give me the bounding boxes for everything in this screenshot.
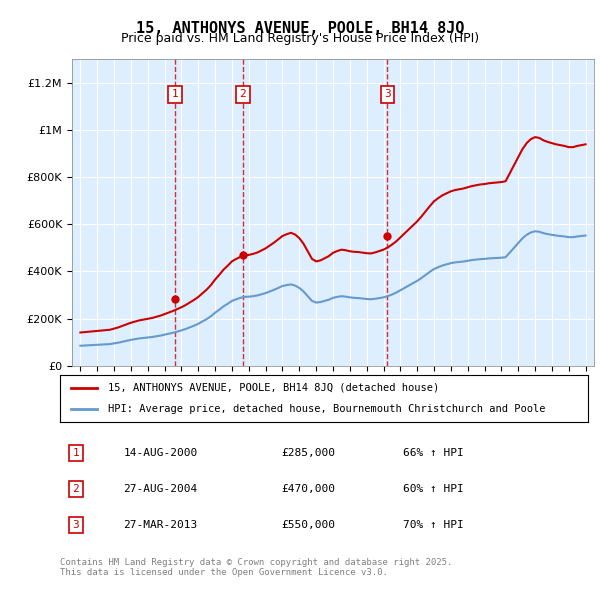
Text: 19: 19: [479, 381, 490, 393]
Text: 20: 20: [395, 391, 406, 402]
Text: 15: 15: [412, 381, 422, 393]
Text: 16: 16: [429, 381, 439, 393]
Text: 17: 17: [446, 381, 456, 393]
Text: 20: 20: [547, 391, 557, 402]
Text: 09: 09: [311, 381, 321, 393]
Text: 20: 20: [479, 391, 490, 402]
Text: 19: 19: [109, 391, 119, 402]
Text: 20: 20: [446, 391, 456, 402]
Text: 19: 19: [92, 391, 102, 402]
Text: 23: 23: [547, 381, 557, 393]
Text: 07: 07: [277, 381, 287, 393]
Text: 00: 00: [160, 381, 170, 393]
Text: 20: 20: [581, 391, 590, 402]
Text: 08: 08: [295, 381, 304, 393]
Text: 96: 96: [92, 381, 102, 393]
Text: 13: 13: [379, 381, 389, 393]
Text: 98: 98: [126, 381, 136, 393]
Text: £285,000: £285,000: [282, 448, 336, 458]
Text: 97: 97: [109, 381, 119, 393]
Text: 15, ANTHONYS AVENUE, POOLE, BH14 8JQ (detached house): 15, ANTHONYS AVENUE, POOLE, BH14 8JQ (de…: [107, 383, 439, 393]
Text: 20: 20: [244, 391, 254, 402]
Text: 3: 3: [384, 90, 391, 99]
Text: 21: 21: [513, 381, 523, 393]
Text: 11: 11: [345, 381, 355, 393]
Text: 70% ↑ HPI: 70% ↑ HPI: [403, 520, 464, 530]
Text: 2: 2: [73, 484, 79, 494]
Text: 60% ↑ HPI: 60% ↑ HPI: [403, 484, 464, 494]
Text: 1: 1: [172, 90, 178, 99]
Text: £550,000: £550,000: [282, 520, 336, 530]
Text: 20: 20: [496, 381, 506, 393]
Text: £470,000: £470,000: [282, 484, 336, 494]
Text: 19: 19: [143, 391, 153, 402]
Text: HPI: Average price, detached house, Bournemouth Christchurch and Poole: HPI: Average price, detached house, Bour…: [107, 404, 545, 414]
Text: 20: 20: [210, 391, 220, 402]
Text: 66% ↑ HPI: 66% ↑ HPI: [403, 448, 464, 458]
Text: 14-AUG-2000: 14-AUG-2000: [124, 448, 197, 458]
Text: 18: 18: [463, 381, 473, 393]
Text: 22: 22: [530, 381, 540, 393]
Text: 27-AUG-2004: 27-AUG-2004: [124, 484, 197, 494]
Text: 20: 20: [513, 391, 523, 402]
Text: 20: 20: [496, 391, 506, 402]
Text: 27-MAR-2013: 27-MAR-2013: [124, 520, 197, 530]
Text: 20: 20: [345, 391, 355, 402]
Text: 20: 20: [564, 391, 574, 402]
Text: 20: 20: [362, 391, 371, 402]
Text: 1: 1: [73, 448, 79, 458]
Text: 25: 25: [581, 381, 590, 393]
Text: 95: 95: [76, 381, 85, 393]
Text: 19: 19: [76, 391, 85, 402]
Text: 10: 10: [328, 381, 338, 393]
Text: 20: 20: [277, 391, 287, 402]
Text: 2: 2: [239, 90, 246, 99]
Text: 20: 20: [463, 391, 473, 402]
Text: 24: 24: [564, 381, 574, 393]
Text: 3: 3: [73, 520, 79, 530]
Text: 02: 02: [193, 381, 203, 393]
Text: 05: 05: [244, 381, 254, 393]
Text: 12: 12: [362, 381, 371, 393]
Text: 20: 20: [160, 391, 170, 402]
Text: 15, ANTHONYS AVENUE, POOLE, BH14 8JQ: 15, ANTHONYS AVENUE, POOLE, BH14 8JQ: [136, 21, 464, 35]
Text: 06: 06: [260, 381, 271, 393]
Text: 20: 20: [429, 391, 439, 402]
Text: 20: 20: [328, 391, 338, 402]
Text: 01: 01: [176, 381, 187, 393]
Text: 20: 20: [176, 391, 187, 402]
Text: 20: 20: [530, 391, 540, 402]
Text: 20: 20: [227, 391, 237, 402]
Text: 04: 04: [227, 381, 237, 393]
Text: Price paid vs. HM Land Registry's House Price Index (HPI): Price paid vs. HM Land Registry's House …: [121, 32, 479, 45]
Text: 20: 20: [311, 391, 321, 402]
Text: Contains HM Land Registry data © Crown copyright and database right 2025.
This d: Contains HM Land Registry data © Crown c…: [60, 558, 452, 577]
Text: 14: 14: [395, 381, 406, 393]
Text: 20: 20: [260, 391, 271, 402]
Text: 99: 99: [143, 381, 153, 393]
Text: 20: 20: [295, 391, 304, 402]
Text: 19: 19: [126, 391, 136, 402]
Text: 03: 03: [210, 381, 220, 393]
Text: 20: 20: [412, 391, 422, 402]
Text: 20: 20: [193, 391, 203, 402]
Text: 20: 20: [379, 391, 389, 402]
